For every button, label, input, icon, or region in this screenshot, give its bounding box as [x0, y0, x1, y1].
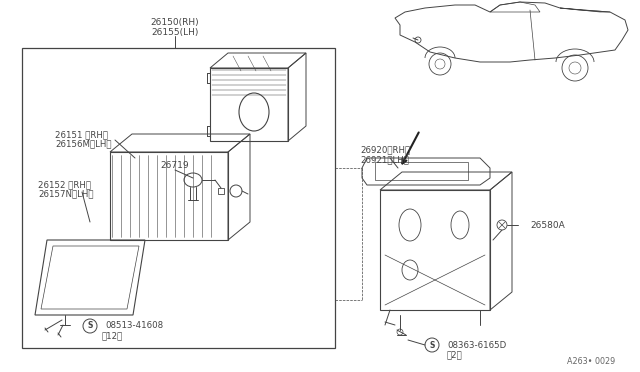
- Text: 26719: 26719: [160, 160, 189, 170]
- Text: S: S: [429, 340, 435, 350]
- Text: 08513-41608: 08513-41608: [105, 321, 163, 330]
- Text: 26157N〈LH〉: 26157N〈LH〉: [38, 189, 93, 199]
- Text: 26155(LH): 26155(LH): [151, 28, 198, 36]
- Text: 08363-6165D: 08363-6165D: [447, 340, 506, 350]
- Text: （2）: （2）: [446, 350, 462, 359]
- Text: 26151 〈RH〉: 26151 〈RH〉: [55, 131, 108, 140]
- Text: 26921〈LH〉: 26921〈LH〉: [360, 155, 409, 164]
- Text: （12）: （12）: [101, 331, 123, 340]
- Text: 26156M〈LH〉: 26156M〈LH〉: [55, 140, 111, 148]
- Text: 26920〈RH〉: 26920〈RH〉: [360, 145, 410, 154]
- Text: S: S: [87, 321, 93, 330]
- Text: A263• 0029: A263• 0029: [567, 357, 615, 366]
- Text: 26580A: 26580A: [530, 221, 564, 230]
- Text: 26152 〈RH〉: 26152 〈RH〉: [38, 180, 91, 189]
- Polygon shape: [395, 2, 628, 62]
- Polygon shape: [22, 48, 335, 348]
- Text: 26150(RH): 26150(RH): [150, 17, 199, 26]
